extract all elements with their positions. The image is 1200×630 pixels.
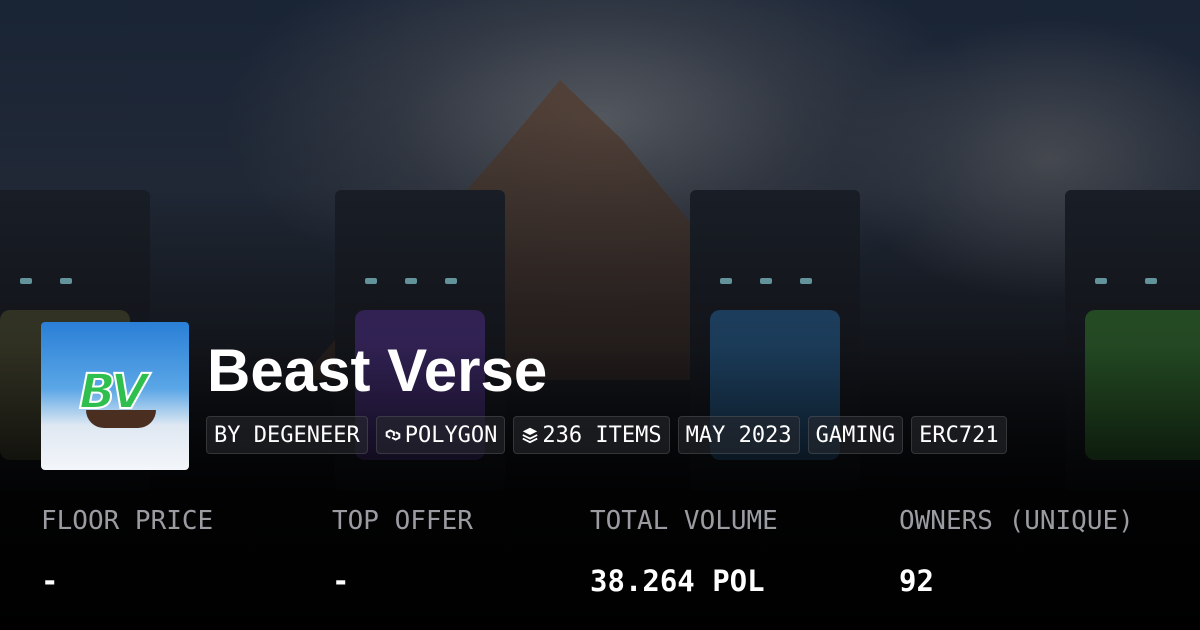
tag-label: POLYGON <box>404 422 498 448</box>
stat-label: TOP OFFER <box>332 506 473 536</box>
tag-chain[interactable]: POLYGON <box>375 416 506 454</box>
tag-category[interactable]: GAMING <box>807 416 904 454</box>
stat-value: - <box>332 564 350 598</box>
tag-label: BY DEGENEER <box>214 422 360 448</box>
tag-label: MAY 2023 <box>685 422 792 448</box>
stat-owners: OWNERS (UNIQUE) 92 <box>899 506 1134 598</box>
stat-top-offer: TOP OFFER - <box>332 506 473 598</box>
tag-label: ERC721 <box>919 422 999 448</box>
tag-label: GAMING <box>815 422 896 448</box>
tag-date[interactable]: MAY 2023 <box>677 416 800 454</box>
collection-logo: BV <box>41 322 189 470</box>
stat-total-volume: TOTAL VOLUME 38.264 POL <box>590 506 778 598</box>
stat-value: - <box>41 564 59 598</box>
tag-items[interactable]: 236 ITEMS <box>513 416 670 454</box>
tag-standard[interactable]: ERC721 <box>911 416 1007 454</box>
tag-label: 236 ITEMS <box>542 422 662 448</box>
logo-lettering: BV <box>78 363 149 421</box>
collection-title: Beast Verse <box>207 337 548 404</box>
stat-label: FLOOR PRICE <box>41 506 214 536</box>
stat-value: 92 <box>899 564 934 598</box>
stat-label: OWNERS (UNIQUE) <box>899 506 1134 536</box>
polygon-icon <box>385 429 400 441</box>
collection-tags: BY DEGENEER POLYGON 236 ITEMS MAY 2023 G… <box>206 416 1007 454</box>
layers-icon <box>522 427 539 444</box>
stat-label: TOTAL VOLUME <box>590 506 778 536</box>
stat-floor-price: FLOOR PRICE - <box>41 506 213 598</box>
stat-value: 38.264 POL <box>590 564 765 598</box>
tag-creator[interactable]: BY DEGENEER <box>206 416 368 454</box>
